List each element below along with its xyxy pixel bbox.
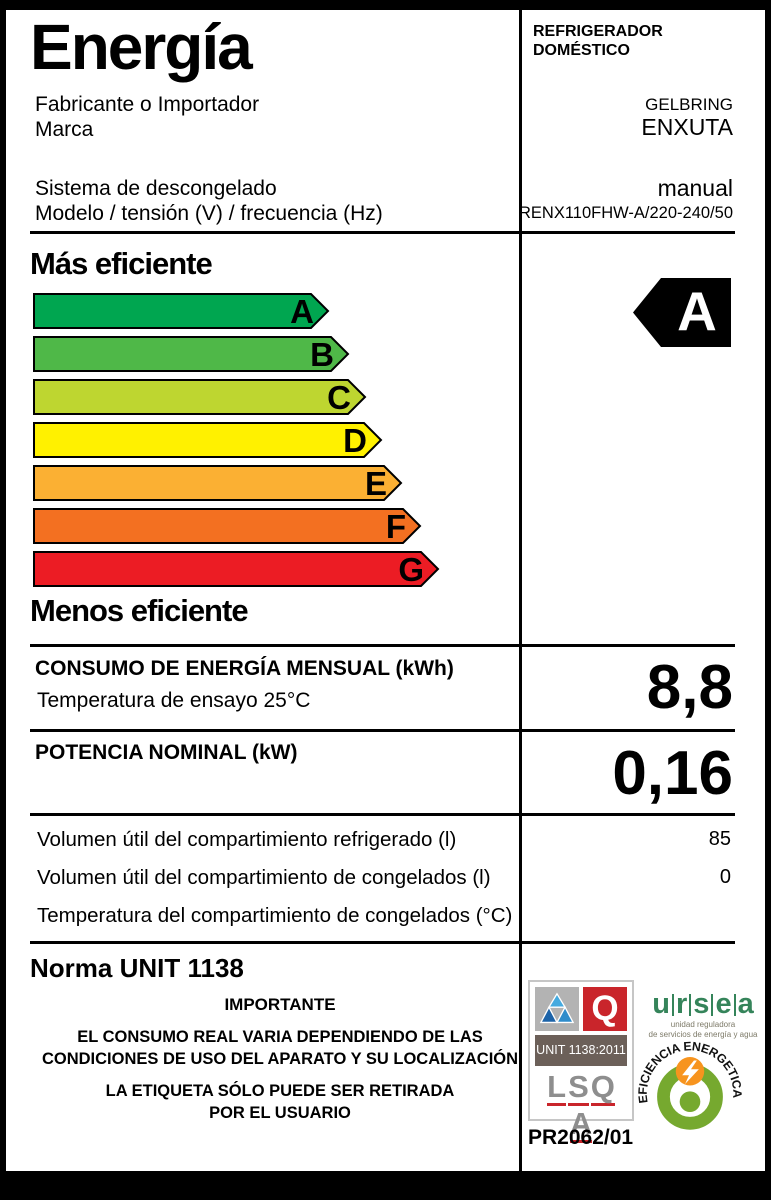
more-efficient-heading: Más eficiente (30, 246, 213, 281)
defrost-value: manual (657, 175, 733, 201)
volume-row-value: 0 (719, 866, 731, 888)
lightning-bolt-icon (682, 1060, 699, 1085)
ursea-separator (689, 993, 692, 1016)
notice-consumption: EL CONSUMO REAL VARIA DEPENDIENDO DE LAS… (41, 1028, 519, 1068)
efficiency-arrow-c: C (33, 379, 440, 416)
divider-volumes (30, 941, 735, 944)
rating-arrow-shape (633, 278, 731, 347)
svg-text:C: C (327, 379, 351, 415)
volume-row: Volumen útil del compartimiento de conge… (0, 858, 771, 896)
consumption-sublabel: Temperatura de ensayo 25°C (37, 689, 311, 712)
quality-q-icon: Q (583, 987, 627, 1031)
power-label: POTENCIA NOMINAL (kW) (35, 741, 298, 764)
badge-body-dot (679, 1091, 701, 1113)
consumption-value: 8,8 (646, 653, 733, 722)
manufacturer-label: Fabricante o Importador (35, 93, 260, 116)
svg-text:D: D (343, 422, 367, 458)
divider-power (30, 813, 735, 816)
frame-right (765, 0, 771, 1200)
consumption-label: CONSUMO DE ENERGÍA MENSUAL (kWh) (35, 657, 454, 680)
ursea-subtitle: unidad reguladora de servicios de energí… (648, 1020, 758, 1040)
lsqa-logo: Q UNIT 1138:2011 LSQA (528, 980, 634, 1143)
vertical-divider (519, 10, 522, 1171)
rating-arrow: A (632, 277, 732, 353)
unit-standard-band: UNIT 1138:2011 (535, 1035, 627, 1066)
efficiency-arrow-f: F (33, 508, 440, 545)
volume-row: Temperatura del compartimiento de congel… (0, 896, 771, 934)
lsqa-letter: L (547, 1069, 567, 1106)
rating-letter: A (677, 280, 717, 342)
brand-value: ENXUTA (641, 114, 733, 140)
page-title: Energía (30, 11, 253, 83)
volume-rows: Volumen útil del compartimiento refriger… (0, 820, 771, 934)
ursea-letter: e (715, 988, 732, 1020)
lsqa-letter: Q (590, 1069, 615, 1106)
frame-left (0, 0, 6, 1200)
volume-row-label: Temperatura del compartimiento de congel… (37, 904, 513, 927)
volume-row-value: 85 (708, 828, 731, 850)
ursea-separator (733, 993, 736, 1016)
divider-scale (30, 644, 735, 647)
divider-consumption (30, 729, 735, 732)
model-value: RENX110FHW-A/220-240/50 (519, 204, 733, 222)
svg-text:B: B (310, 336, 334, 372)
volume-row-label: Volumen útil del compartimiento de conge… (37, 866, 491, 889)
important-title: IMPORTANTE (224, 995, 336, 1014)
less-efficient-heading: Menos eficiente (30, 593, 249, 628)
svg-text:F: F (386, 508, 406, 544)
ursea-letter: u (652, 988, 670, 1020)
divider-header (30, 231, 735, 234)
brand-label: Marca (35, 118, 94, 141)
frame-bottom-bar (0, 1171, 771, 1200)
efficiency-badge-icon: EFICIENCIA ENERGETICA (636, 1032, 744, 1145)
notice-removal: LA ETIQUETA SÓLO PUEDE SER RETIRADA POR … (105, 1082, 455, 1122)
volume-row-label: Volumen útil del compartimiento refriger… (37, 828, 457, 851)
ursea-letter: s (693, 988, 710, 1020)
efficiency-arrow-d: D (33, 422, 440, 459)
appliance-type: REFRIGERADOR DOMÉSTICO (533, 23, 663, 60)
power-value: 0,16 (612, 739, 733, 808)
ursea-letter: a (737, 988, 754, 1020)
volume-row: Volumen útil del compartimiento refriger… (0, 820, 771, 858)
lsqa-wordmark: LSQA (535, 1069, 627, 1143)
svg-text:A: A (290, 293, 314, 329)
lsqa-letter: S (568, 1069, 589, 1106)
frame-top (0, 0, 771, 10)
ursea-separator (672, 993, 674, 1016)
standard-reference: Norma UNIT 1138 (30, 953, 244, 983)
manufacturer-value: GELBRING (645, 95, 733, 114)
unit-triangles-icon (535, 987, 579, 1031)
ursea-separator (711, 993, 714, 1016)
defrost-label: Sistema de descongelado (35, 177, 277, 200)
efficiency-arrow-e: E (33, 465, 440, 502)
svg-text:E: E (365, 465, 387, 501)
ursea-letter: r (676, 988, 688, 1020)
lsqa-letter: A (569, 1106, 593, 1143)
model-label: Modelo / tensión (V) / frecuencia (Hz) (35, 202, 383, 225)
registration-number: PR2062/01 (528, 1126, 634, 1149)
svg-text:G: G (398, 551, 424, 587)
efficiency-arrow-a: A (33, 293, 440, 330)
efficiency-arrow-g: G (33, 551, 440, 588)
efficiency-arrow-b: B (33, 336, 440, 373)
